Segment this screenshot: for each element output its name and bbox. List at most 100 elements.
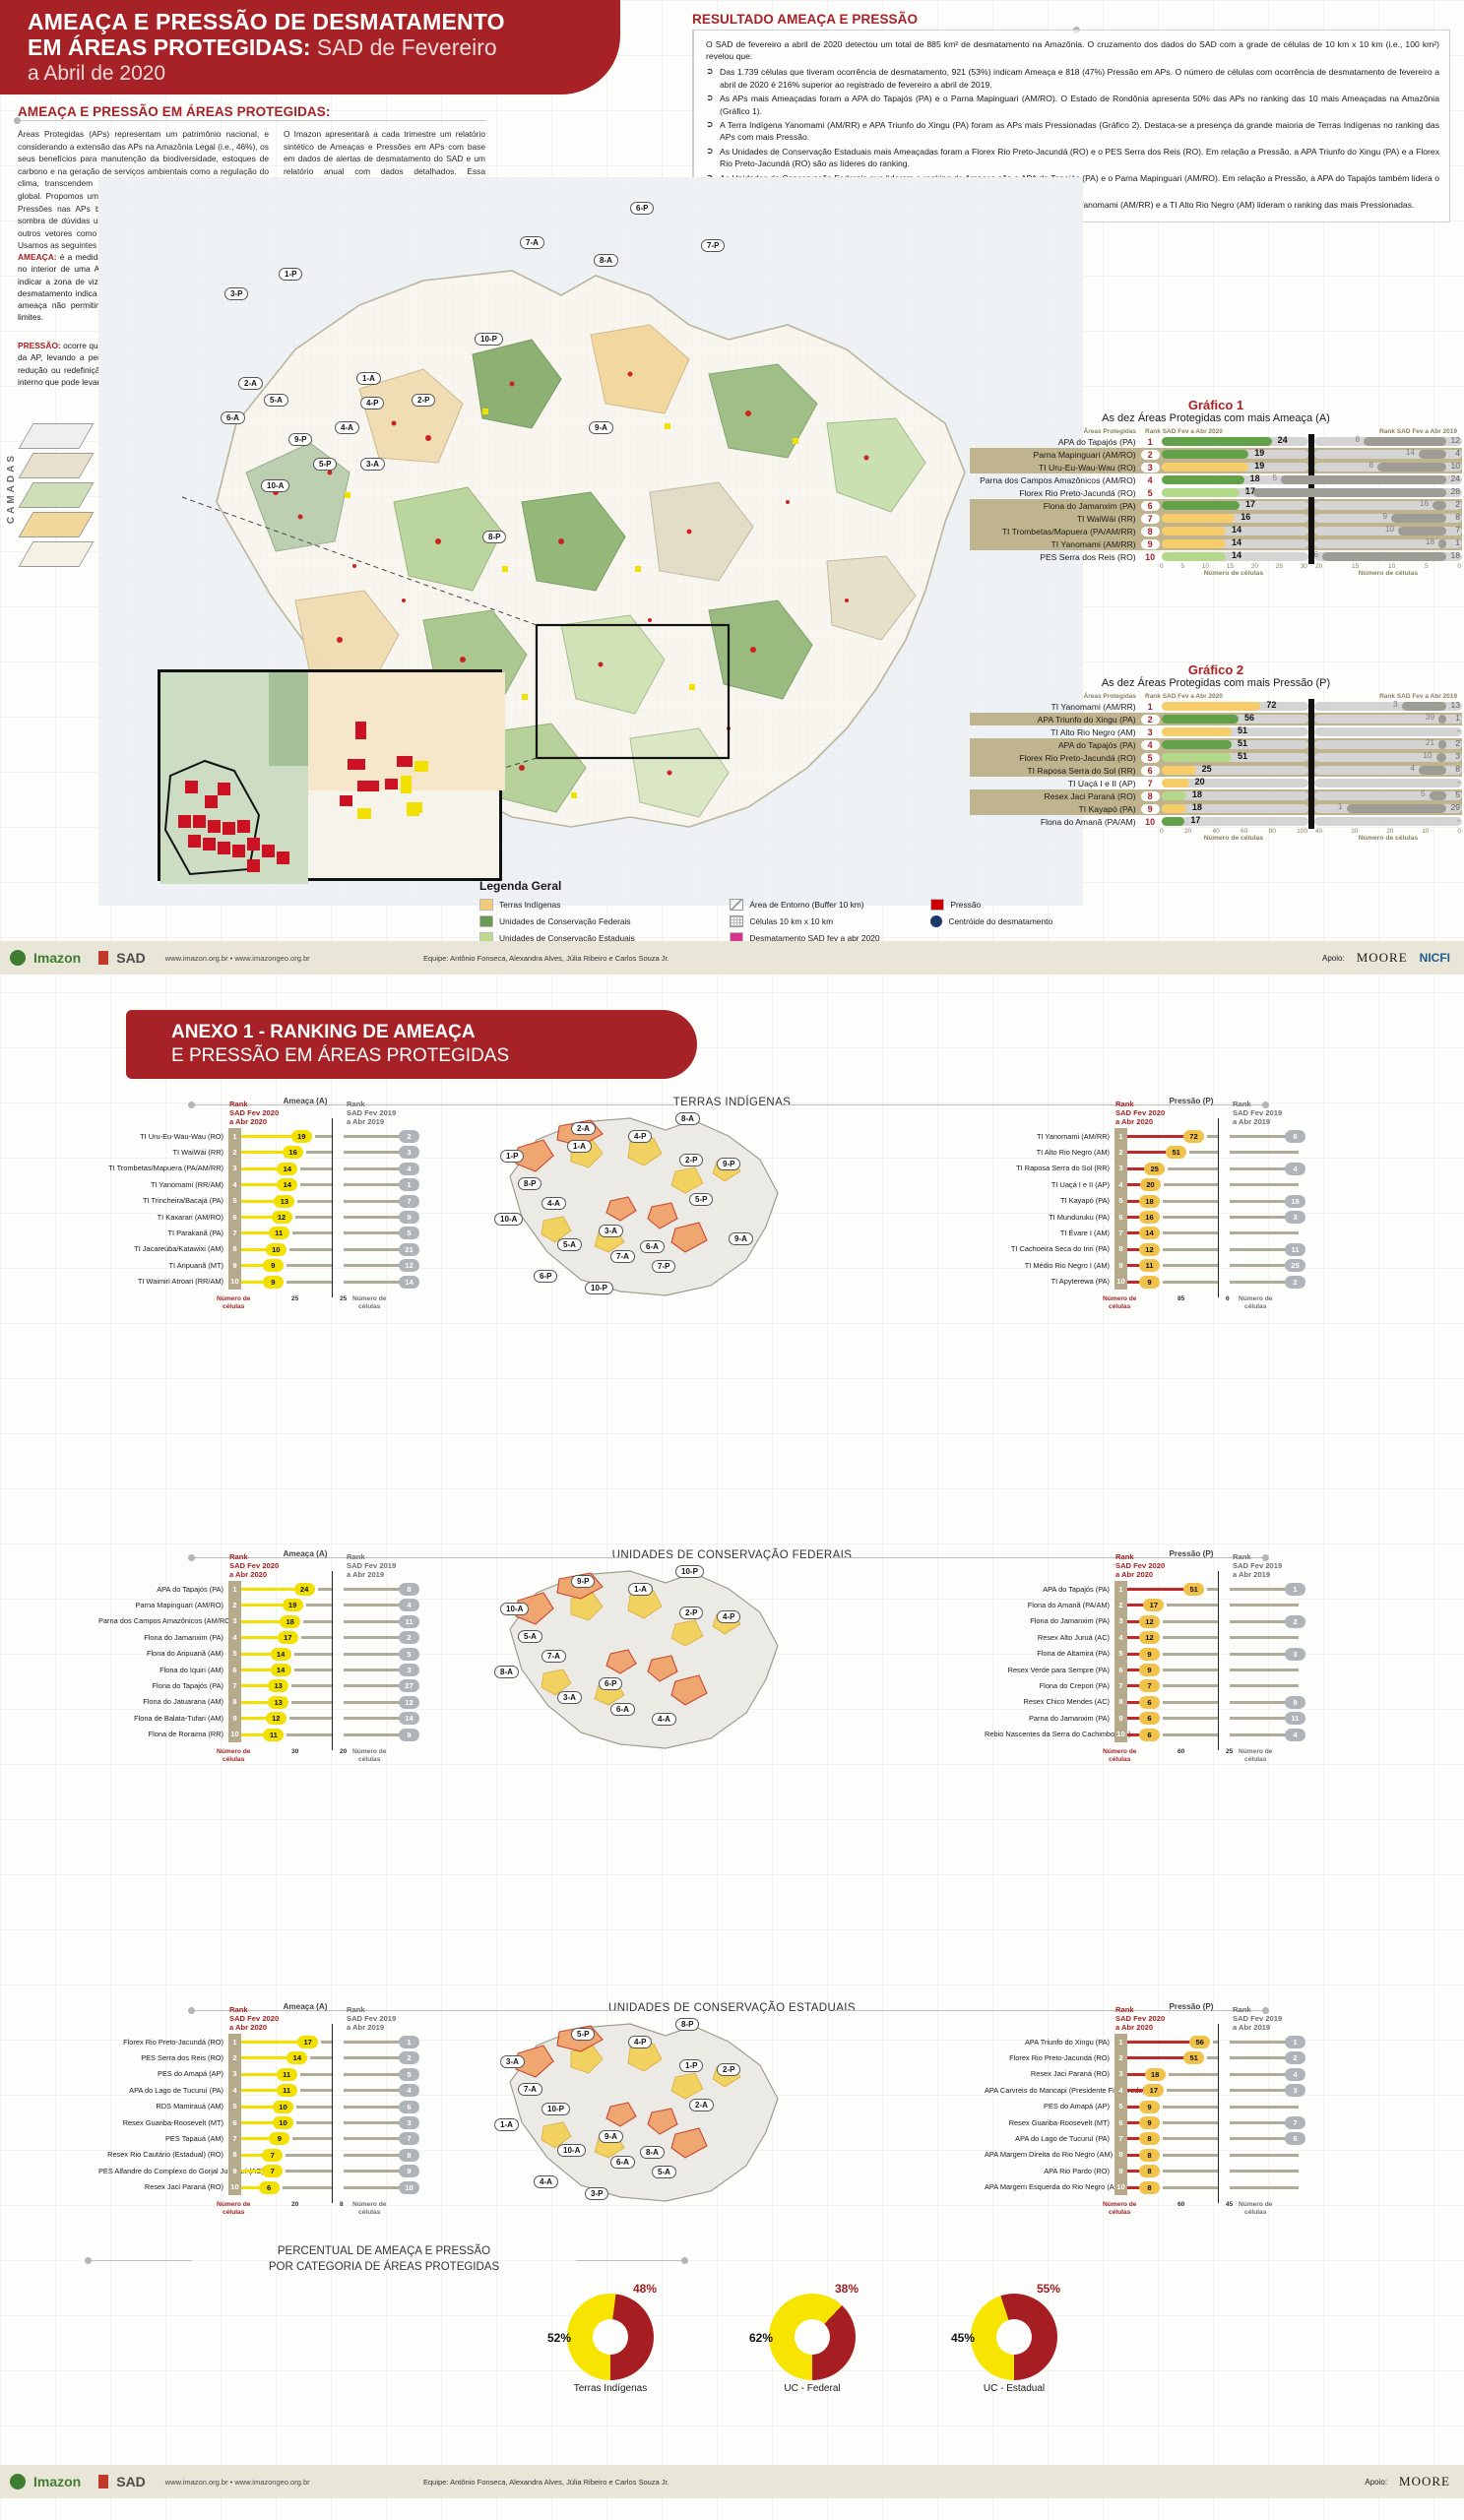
map-label[interactable]: 8-A xyxy=(640,2146,665,2159)
buffer-hatch-icon xyxy=(730,899,744,911)
category-map[interactable]: 10-A 9-P 1-A 2-P 7-A 6-P 4-P 8-A 5-A 3-A 6-A 4-A 10-… xyxy=(482,1555,807,1762)
map-label[interactable]: 7-P xyxy=(652,1260,676,1273)
map-label[interactable]: 5-P xyxy=(571,2028,596,2041)
map-label[interactable]: 9-A xyxy=(589,421,613,434)
rank-head-line: a Abr 2019 xyxy=(347,1569,385,1579)
map-label[interactable]: 5-A xyxy=(557,1238,582,1251)
map-label[interactable]: 1-P xyxy=(679,2059,704,2072)
map-label[interactable]: 5-P xyxy=(689,1193,714,1206)
map-label[interactable]: 9-A xyxy=(729,1232,753,1245)
ranking-row-label: Parna Mapinguari (AM/RO) xyxy=(135,1601,223,1610)
map-label[interactable]: 2-A xyxy=(571,1122,596,1135)
ranking-row-rank: 9 xyxy=(1114,1257,1127,1274)
map-label[interactable]: 10-A xyxy=(494,1213,524,1226)
map-label[interactable]: 10-A xyxy=(261,479,290,492)
map-label[interactable]: 1-A xyxy=(628,1583,653,1596)
map-label[interactable]: 10-P xyxy=(675,1565,704,1578)
map-label[interactable]: 4-A xyxy=(652,1713,676,1726)
map-label[interactable]: 8-P xyxy=(518,1177,542,1190)
map-label[interactable]: 9-A xyxy=(599,2130,623,2143)
map-label[interactable]: 1-P xyxy=(279,268,303,281)
map-label[interactable]: 6-A xyxy=(221,411,245,424)
ranking-value-2020: 9 xyxy=(1139,2100,1160,2113)
map-label[interactable]: 6-A xyxy=(640,1240,665,1253)
ranking-bar-2019: 11 xyxy=(1230,1710,1320,1726)
map-label[interactable]: 2-A xyxy=(689,2099,714,2111)
map-label[interactable]: 9-P xyxy=(717,1158,741,1170)
map-label[interactable]: 7-P xyxy=(701,239,726,252)
map-label[interactable]: 3-P xyxy=(585,2187,609,2200)
chart-value-2019: 28 xyxy=(1450,486,1461,496)
map-label[interactable]: 4-P xyxy=(717,1610,741,1623)
category-map[interactable]: 1-P 2-A 4-P 2-P 4-A 3-A 9-P 10-A 8-P 5-A 7-A 7-P 8-A… xyxy=(482,1102,807,1309)
footer-sites[interactable]: www.imazon.org.br • www.imazongeo.org.br xyxy=(164,953,310,963)
ranking-row: TI WaiWái (RR) 2 16 3 xyxy=(98,1144,434,1161)
result-bullet: Das 1.739 células que tiveram ocorrência… xyxy=(706,65,1439,90)
ranking-row: TI Yanomami (RR/AM) 4 14 1 xyxy=(98,1176,434,1193)
map-label[interactable]: 10-P xyxy=(541,2103,570,2115)
map-label[interactable]: 8-P xyxy=(482,531,507,543)
map-label[interactable]: 6-A xyxy=(610,1703,635,1716)
map-label[interactable]: 4-A xyxy=(541,1197,566,1210)
chart-row-rank: 4 xyxy=(1140,739,1160,750)
map-label[interactable]: 4-P xyxy=(628,2036,653,2048)
map-label[interactable]: 9-P xyxy=(288,433,313,446)
map-label[interactable]: 8-A xyxy=(494,1666,519,1678)
map-label[interactable]: 5-A xyxy=(518,1630,542,1643)
map-label[interactable]: 4-P xyxy=(628,1130,653,1143)
main-map[interactable] xyxy=(98,177,1083,906)
map-label[interactable]: 7-A xyxy=(541,1650,566,1663)
footer-sites[interactable]: www.imazon.org.br • www.imazongeo.org.br xyxy=(164,2477,310,2487)
map-label[interactable]: 8-A xyxy=(675,1112,700,1125)
map-label[interactable]: 1-A xyxy=(494,2118,519,2131)
map-label[interactable]: 3-P xyxy=(224,287,249,300)
map-label[interactable]: 1-A xyxy=(567,1140,592,1153)
map-label[interactable]: 4-P xyxy=(360,397,385,410)
map-label[interactable]: 2-P xyxy=(717,2063,741,2076)
ranking-bar-2020: 13 xyxy=(241,1694,332,1710)
map-label[interactable]: 7-A xyxy=(610,1250,635,1263)
map-label[interactable]: 5-P xyxy=(313,458,338,471)
map-label[interactable]: 6-A xyxy=(610,2156,635,2169)
inset-map[interactable] xyxy=(158,669,505,884)
category-map[interactable]: 3-A 5-P 4-P 1-P 10-P 9-A 2-P 1-A 7-A 10-A 6-A 5-A 8-… xyxy=(482,2008,807,2215)
map-label[interactable]: 10-A xyxy=(500,1603,530,1615)
ranking-bar-2020: 24 xyxy=(241,1581,332,1597)
map-label[interactable]: 1-A xyxy=(356,372,381,385)
map-label[interactable]: 5-A xyxy=(652,2166,676,2178)
ranking-value-2019: 2 xyxy=(1285,1275,1305,1289)
map-label[interactable]: 7-A xyxy=(520,236,544,249)
map-label[interactable]: 2-P xyxy=(679,1606,704,1619)
map-label[interactable]: 9-P xyxy=(571,1575,596,1588)
ranking-row-rank: 4 xyxy=(1114,1629,1127,1646)
ranking-row-label: Parna do Jamanxim (PA) xyxy=(1028,1713,1110,1723)
map-label[interactable]: 6-P xyxy=(630,202,655,215)
map-label[interactable]: 3-A xyxy=(599,1225,623,1237)
result-title: RESULTADO AMEAÇA E PRESSÃO xyxy=(692,12,919,27)
map-label[interactable]: 8-A xyxy=(594,254,618,267)
map-label[interactable]: 7-A xyxy=(518,2083,542,2096)
map-label[interactable]: 3-A xyxy=(360,458,385,471)
map-label[interactable]: 2-A xyxy=(238,377,263,390)
chart-bar-2019: 18 1 xyxy=(1314,537,1463,550)
map-label[interactable]: 2-P xyxy=(412,394,436,407)
map-label[interactable]: 8-P xyxy=(675,2018,700,2031)
map-label[interactable]: 3-A xyxy=(500,2055,525,2068)
map-label[interactable]: 10-P xyxy=(475,333,503,346)
map-label[interactable]: 4-A xyxy=(534,2175,558,2188)
map-label[interactable]: 6-P xyxy=(534,1270,558,1283)
map-label[interactable]: 5-A xyxy=(264,394,288,407)
map-label[interactable]: 6-P xyxy=(599,1677,623,1690)
map-label[interactable]: 4-A xyxy=(335,421,359,434)
ranking-bar-2020: 12 xyxy=(241,1710,332,1726)
map-label[interactable]: 2-P xyxy=(679,1154,704,1166)
ranking-bar-2019: 11 xyxy=(344,1613,434,1629)
ranking-row: TI Waimiri Atroari (RR/AM) 10 9 14 xyxy=(98,1273,434,1290)
layer-base-icon xyxy=(18,541,95,567)
map-label[interactable]: 3-A xyxy=(557,1691,582,1704)
ranking-title: Ameaça (A) xyxy=(283,1097,328,1105)
axis-tick: 60 xyxy=(1241,828,1248,835)
map-label[interactable]: 1-P xyxy=(500,1150,525,1163)
map-label[interactable]: 10-P xyxy=(585,1282,613,1294)
map-label[interactable]: 10-A xyxy=(557,2144,587,2157)
